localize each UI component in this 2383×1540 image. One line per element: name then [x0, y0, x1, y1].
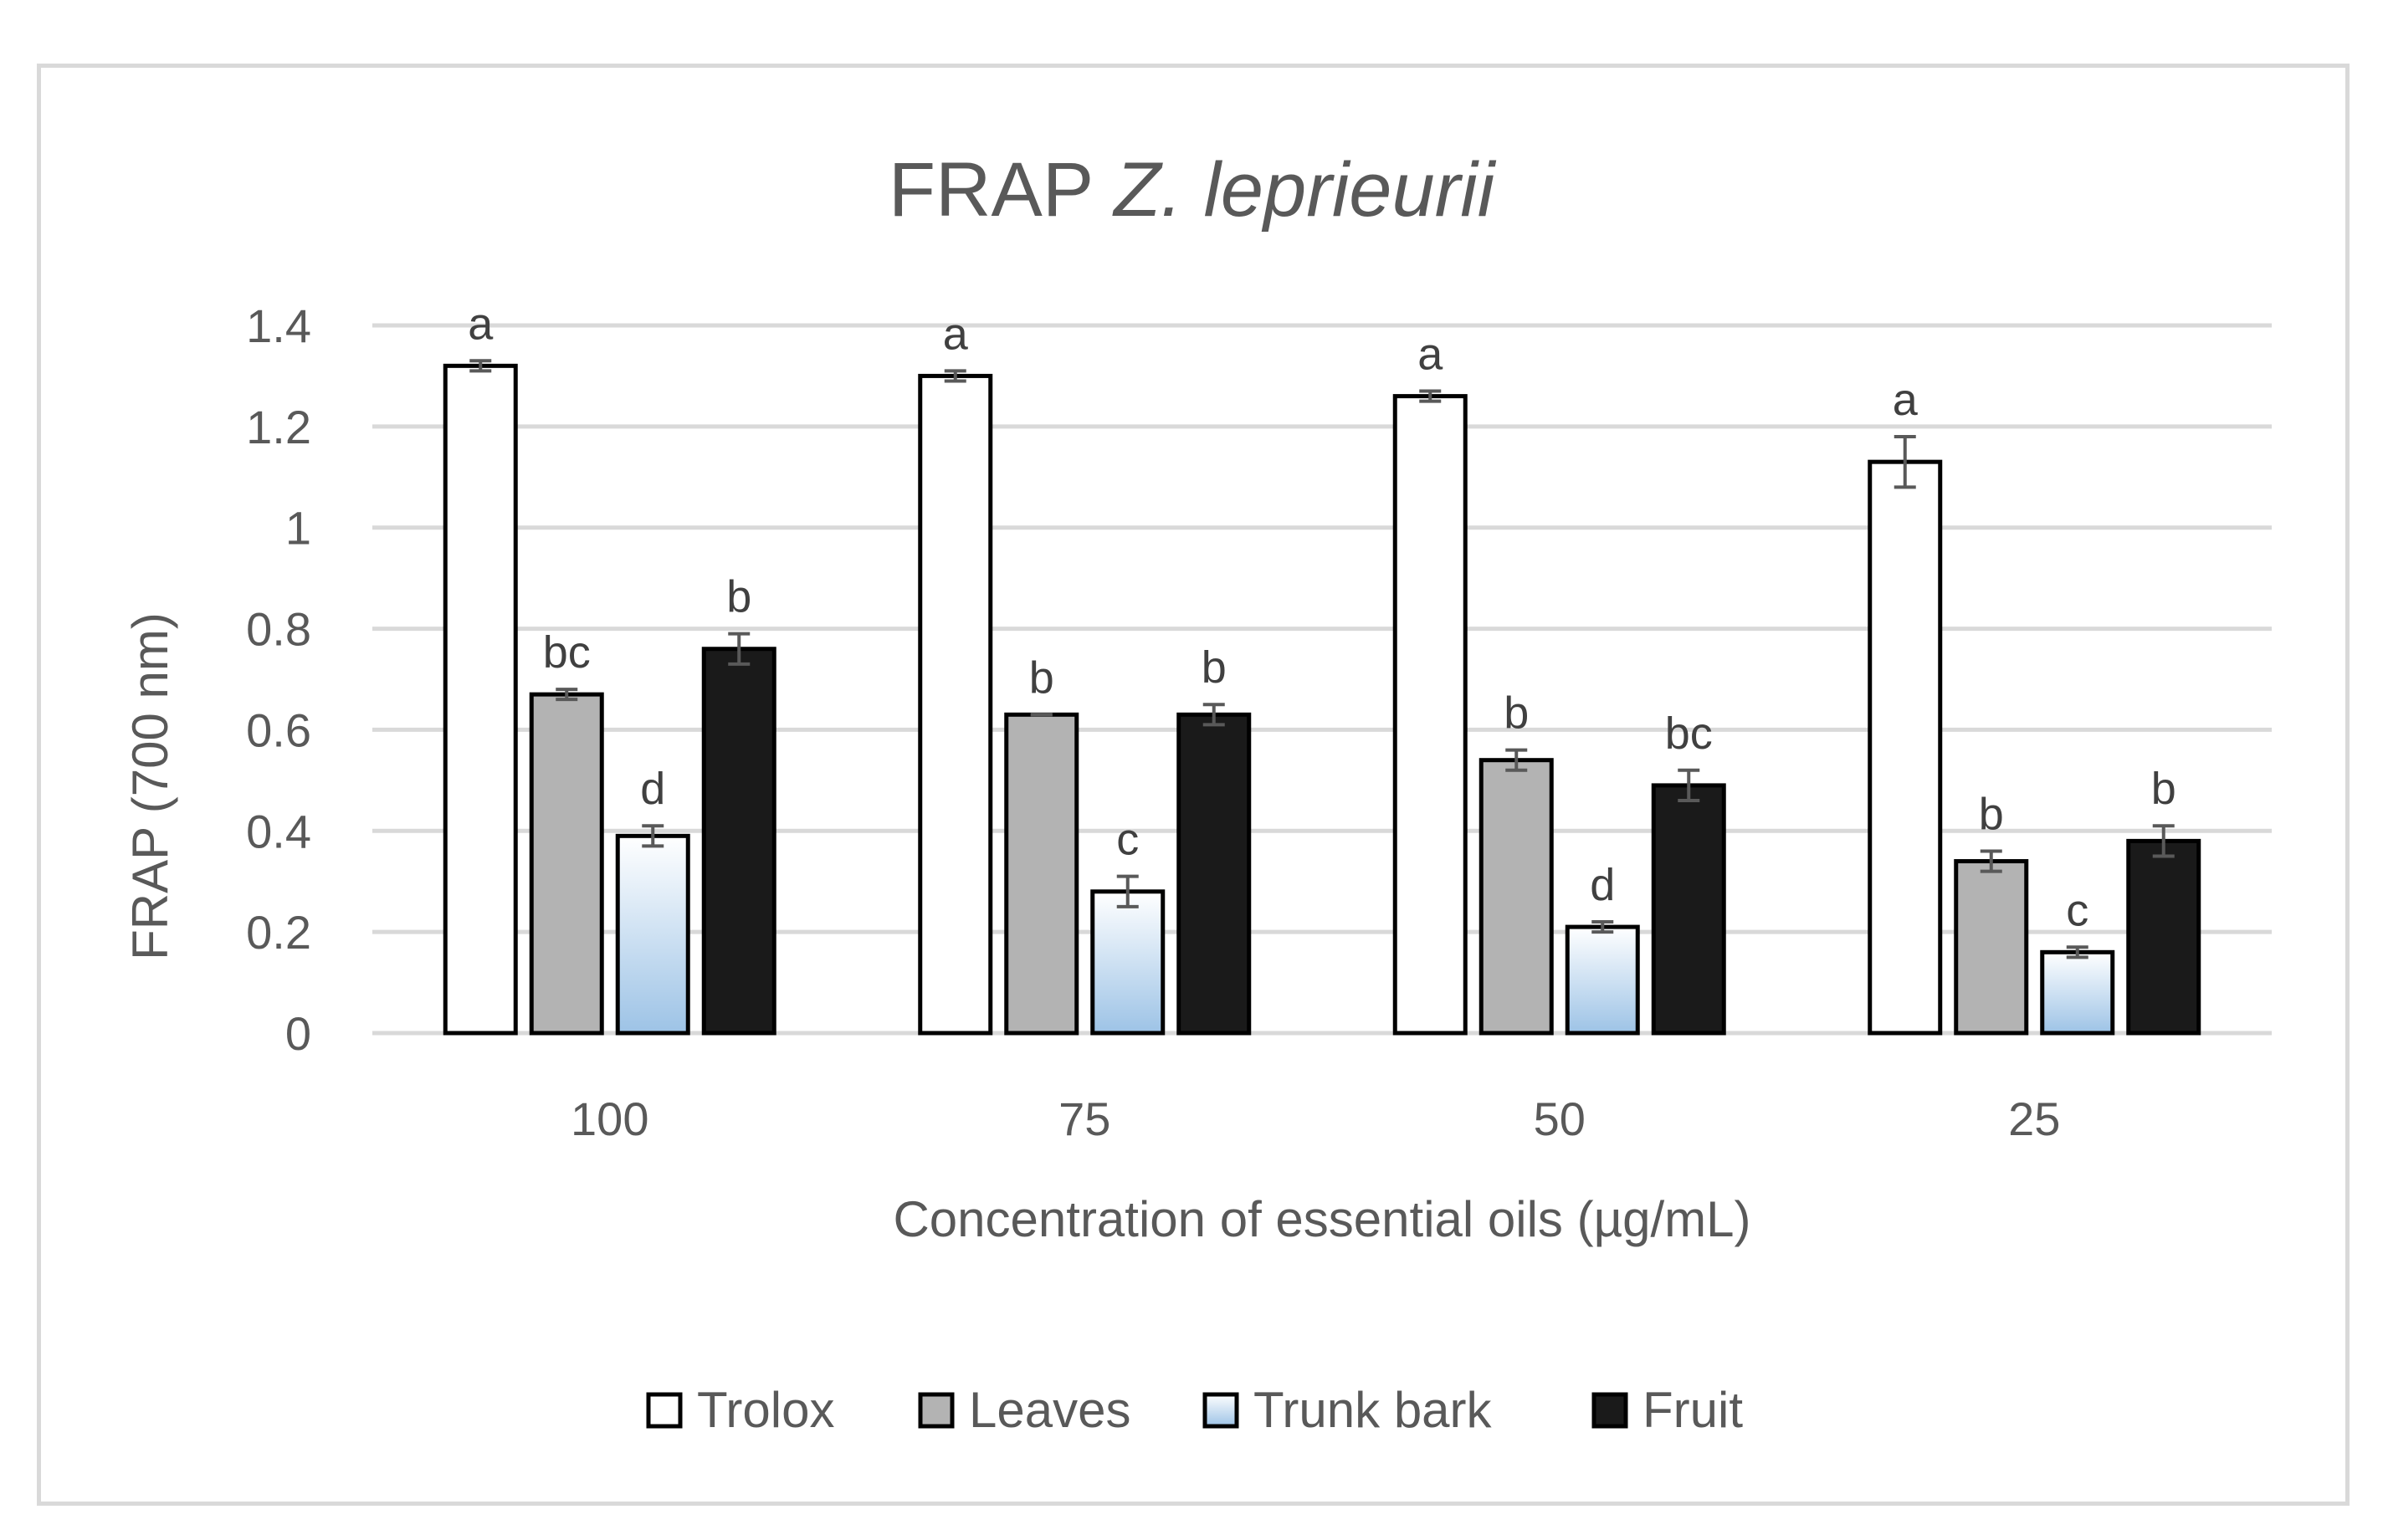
significance-label: b [1504, 688, 1529, 739]
significance-label: b [726, 572, 751, 622]
chart-title-italic: Z. leprieurii [1112, 147, 1497, 233]
error-bar [728, 632, 751, 666]
chart-title-plain: FRAP [889, 147, 1114, 233]
bar [1176, 712, 1252, 1036]
error-bar [1505, 748, 1528, 772]
significance-label: a [1893, 375, 1919, 425]
error-bar [1116, 874, 1139, 908]
bar [2040, 949, 2115, 1036]
error-bar [2066, 945, 2088, 959]
y-axis-ticks: 0 0.2 0.4 0.6 0.8 1 1.2 1.4 [246, 299, 311, 1060]
error-bar [469, 359, 492, 373]
significance-label: c [2066, 885, 2088, 935]
significance-label: a [943, 309, 969, 359]
legend-swatch [918, 1392, 955, 1429]
x-tick-label: 25 [2008, 1092, 2060, 1145]
bar [1392, 394, 1468, 1036]
y-tick-label: 0.6 [246, 703, 311, 756]
bar [615, 833, 690, 1036]
bar [1868, 459, 1943, 1036]
bar [1004, 712, 1079, 1036]
x-tick-label: 50 [1534, 1092, 1586, 1145]
legend-item: Trolox [646, 1382, 834, 1438]
bar [443, 363, 518, 1036]
legend-item: Fruit [1591, 1382, 1743, 1438]
error-bar [944, 369, 966, 383]
bar [2126, 838, 2201, 1036]
error-bar [1419, 389, 1442, 403]
legend-item: Trunk bark [1202, 1382, 1493, 1438]
bar [1651, 783, 1726, 1036]
error-bar [1202, 703, 1225, 727]
y-tick-label: 1.4 [246, 299, 311, 352]
bar [1954, 859, 2029, 1036]
bar [529, 692, 604, 1036]
significance-label: a [1417, 330, 1443, 380]
significance-label: a [468, 299, 494, 349]
bar [1090, 889, 1166, 1036]
y-tick-label: 0 [285, 1007, 311, 1060]
significance-label: b [1979, 789, 2004, 839]
error-bar [1591, 920, 1614, 934]
error-bar [642, 824, 664, 848]
error-bar [556, 688, 578, 702]
y-tick-label: 0.2 [246, 906, 311, 959]
error-bar [2152, 824, 2175, 858]
y-tick-label: 1.2 [246, 401, 311, 453]
y-tick-label: 1 [285, 502, 311, 555]
x-axis-ticks: 100 75 50 25 [571, 1092, 2060, 1145]
significance-label: b [1202, 642, 1227, 693]
error-bar [1678, 768, 1700, 803]
legend-swatch [1202, 1392, 1239, 1429]
y-axis-label: FRAP (700 nm) [122, 612, 178, 960]
legend-label: Leaves [969, 1382, 1130, 1438]
significance-label: d [1590, 860, 1615, 910]
legend-label: Trolox [697, 1382, 834, 1438]
y-tick-label: 0.8 [246, 603, 311, 656]
significance-label: d [640, 764, 665, 814]
bar [1478, 758, 1554, 1036]
legend: Trolox Leaves Trunk bark Fruit [646, 1382, 1743, 1438]
x-tick-label: 100 [571, 1092, 648, 1145]
y-tick-label: 0.4 [246, 805, 311, 857]
bar [918, 373, 993, 1036]
error-bar [1894, 434, 1916, 489]
legend-swatch [646, 1392, 683, 1429]
significance-label: b [1029, 652, 1054, 703]
error-bar [1980, 849, 2002, 873]
chart-title: FRAP Z. leprieurii [889, 147, 1497, 233]
significance-label: c [1116, 815, 1139, 865]
x-tick-label: 75 [1058, 1092, 1110, 1145]
legend-swatch [1591, 1392, 1628, 1429]
legend-item: Leaves [918, 1382, 1130, 1438]
x-axis-label: Concentration of essential oils (µg/mL) [893, 1191, 1750, 1247]
legend-label: Fruit [1642, 1382, 1743, 1438]
bar [1565, 924, 1640, 1036]
significance-label: bc [1665, 709, 1713, 759]
legend-label: Trunk bark [1253, 1382, 1493, 1438]
significance-label: b [2151, 764, 2176, 814]
significance-label: bc [543, 627, 591, 678]
bar [701, 647, 776, 1036]
